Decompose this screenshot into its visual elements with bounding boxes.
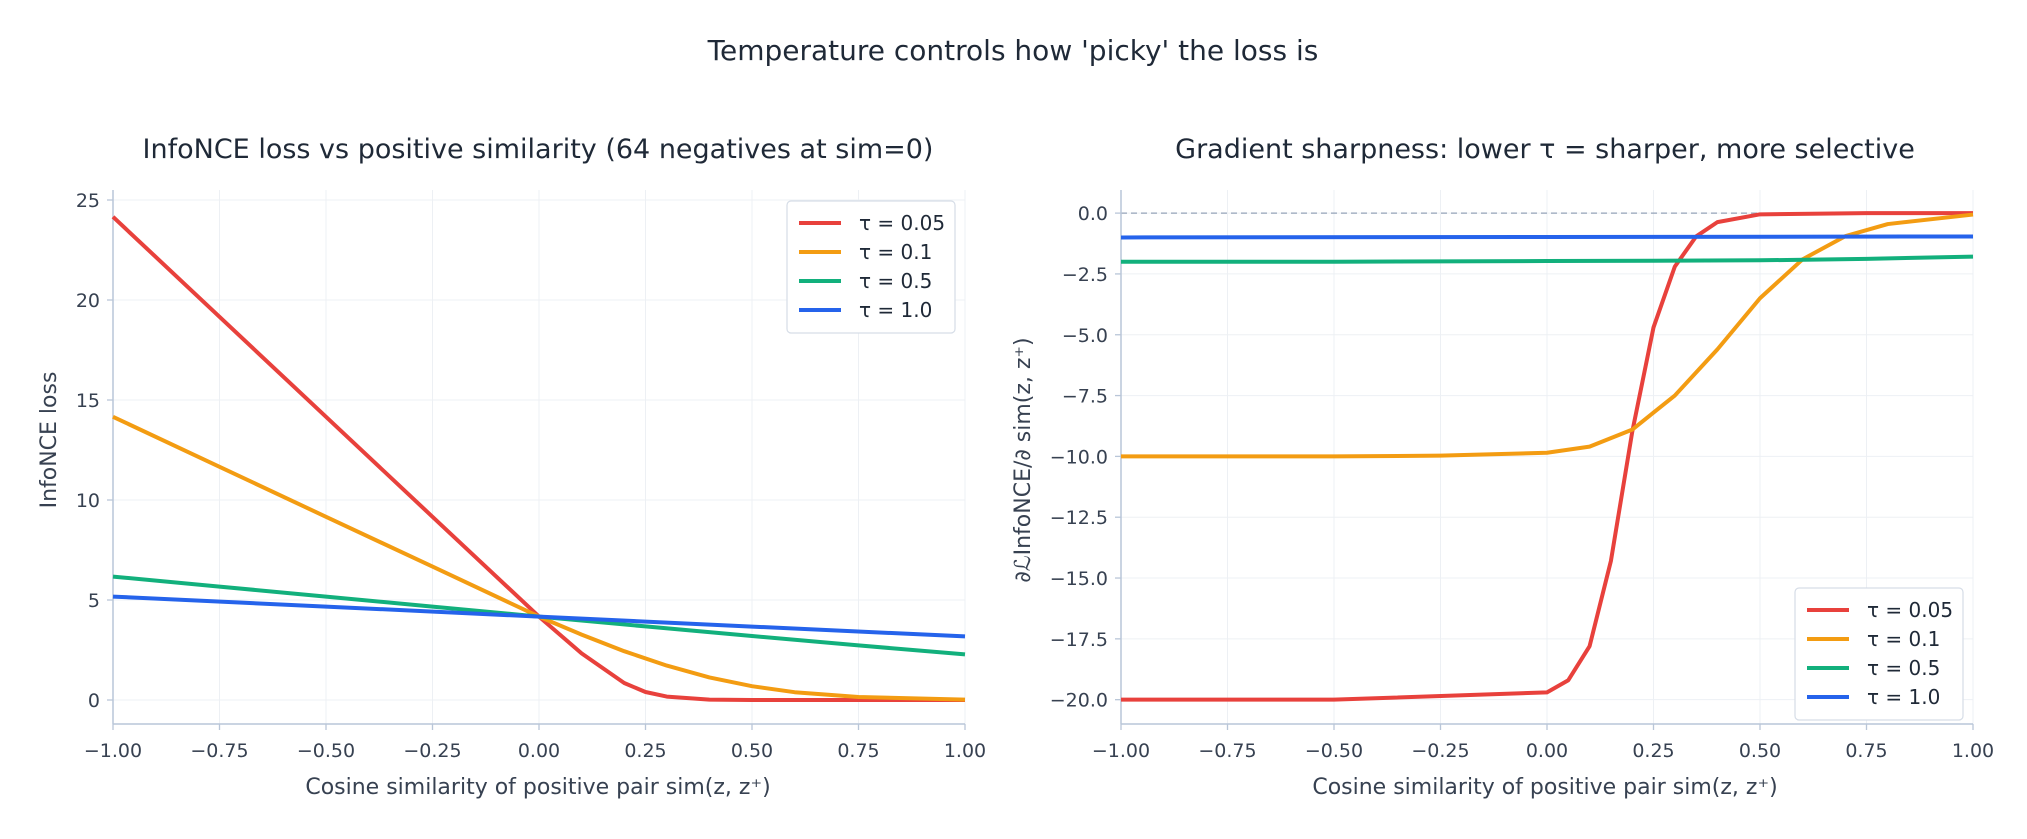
right-legend-label-0: τ = 0.05 <box>1867 598 1953 622</box>
right-series <box>1120 211 1974 702</box>
left-x-tick-label-6: 0.50 <box>731 740 773 762</box>
right-y-tick-label-1: −2.5 <box>1062 264 1108 286</box>
right-y-axis-label: ∂ℒInfoNCE/∂ sim(z, z⁺) <box>1011 337 1036 582</box>
right-x-tick-label-5: 0.25 <box>1632 740 1674 762</box>
right-y-tick-label-2: −5.0 <box>1062 325 1108 347</box>
right-y-tick-label-0: 0.0 <box>1078 203 1108 225</box>
right-x-axis-label: Cosine similarity of positive pair sim(z… <box>1312 775 1777 800</box>
right-legend-label-3: τ = 1.0 <box>1867 685 1940 709</box>
left-legend-label-3: τ = 1.0 <box>859 298 932 322</box>
left-x-tick-label-4: 0.00 <box>518 740 560 762</box>
right-y-tick-label-4: −10.0 <box>1050 446 1108 468</box>
left-series-line-1 <box>112 414 966 702</box>
left-legend-box <box>786 200 956 334</box>
right-legend-label-1: τ = 0.1 <box>1867 627 1940 651</box>
left-x-tick-label-5: 0.25 <box>624 740 666 762</box>
right-legend-label-2: τ = 0.5 <box>1867 656 1940 680</box>
right-x-tick-label-8: 1.00 <box>1952 740 1994 762</box>
left-legend: τ = 0.05 τ = 0.1 τ = 0.5 τ = 1.0 <box>786 200 956 334</box>
left-series-line-3 <box>112 594 966 639</box>
left-y-axis-label: InfoNCE loss <box>37 372 62 509</box>
left-y-tick-label-0: 0 <box>88 690 100 712</box>
right-x-tick-label-4: 0.00 <box>1526 740 1568 762</box>
right-y-tick-label-8: −20.0 <box>1050 690 1108 712</box>
left-x-axis-label: Cosine similarity of positive pair sim(z… <box>305 775 770 800</box>
left-x-tick-label-2: −0.50 <box>297 740 355 762</box>
left-series <box>111 215 966 702</box>
left-legend-label-1: τ = 0.1 <box>859 240 932 264</box>
right-series-line-2 <box>1121 254 1974 264</box>
right-x-tick-label-6: 0.50 <box>1739 740 1781 762</box>
right-x-tick-label-1: −0.75 <box>1198 740 1256 762</box>
left-chart-title: InfoNCE loss vs positive similarity (64 … <box>143 134 934 165</box>
left-y-tick-label-5: 25 <box>76 190 100 212</box>
right-chart-title: Gradient sharpness: lower τ = sharper, m… <box>1175 134 1915 165</box>
right-x-tick-label-0: −1.00 <box>1092 740 1150 762</box>
left-x-tick-label-1: −0.75 <box>190 740 248 762</box>
left-y-tick-label-3: 15 <box>76 390 100 412</box>
left-y-tick-label-4: 20 <box>76 290 100 312</box>
right-y-tick-label-6: −15.0 <box>1050 568 1108 590</box>
right-ticks: −1.00 −0.75 −0.50 −0.25 0.00 0.25 0.50 0.75 1.00… <box>1050 203 1994 762</box>
right-legend: τ = 0.05 τ = 0.1 τ = 0.5 τ = 1.0 <box>1794 587 1964 721</box>
right-x-tick-label-7: 0.75 <box>1845 740 1887 762</box>
right-y-tick-label-5: −12.5 <box>1050 507 1108 529</box>
left-series-line-0 <box>111 215 965 702</box>
right-series-line-0 <box>1121 211 1973 702</box>
left-ticks: −1.00 −0.75 −0.50 −0.25 0.00 0.25 0.50 0.75 1.00… <box>76 190 986 762</box>
left-y-tick-label-2: 10 <box>76 490 100 512</box>
right-legend-box <box>1794 587 1964 721</box>
right-x-tick-label-2: −0.50 <box>1305 740 1363 762</box>
left-x-tick-label-3: −0.25 <box>403 740 461 762</box>
right-y-tick-label-3: −7.5 <box>1062 386 1108 408</box>
right-y-tick-label-7: −17.5 <box>1050 629 1108 651</box>
figure-suptitle: Temperature controls how 'picky' the los… <box>707 34 1319 67</box>
right-chart-panel: Gradient sharpness: lower τ = sharper, m… <box>1011 134 1994 800</box>
left-legend-label-2: τ = 0.5 <box>859 269 932 293</box>
left-x-tick-label-8: 1.00 <box>944 740 986 762</box>
right-series-line-3 <box>1120 234 1974 240</box>
right-x-tick-label-3: −0.25 <box>1411 740 1469 762</box>
left-chart-panel: InfoNCE loss vs positive similarity (64 … <box>37 134 986 800</box>
left-legend-label-0: τ = 0.05 <box>859 211 945 235</box>
left-x-tick-label-7: 0.75 <box>837 740 879 762</box>
left-x-tick-label-0: −1.00 <box>84 740 142 762</box>
left-y-tick-label-1: 5 <box>88 590 100 612</box>
